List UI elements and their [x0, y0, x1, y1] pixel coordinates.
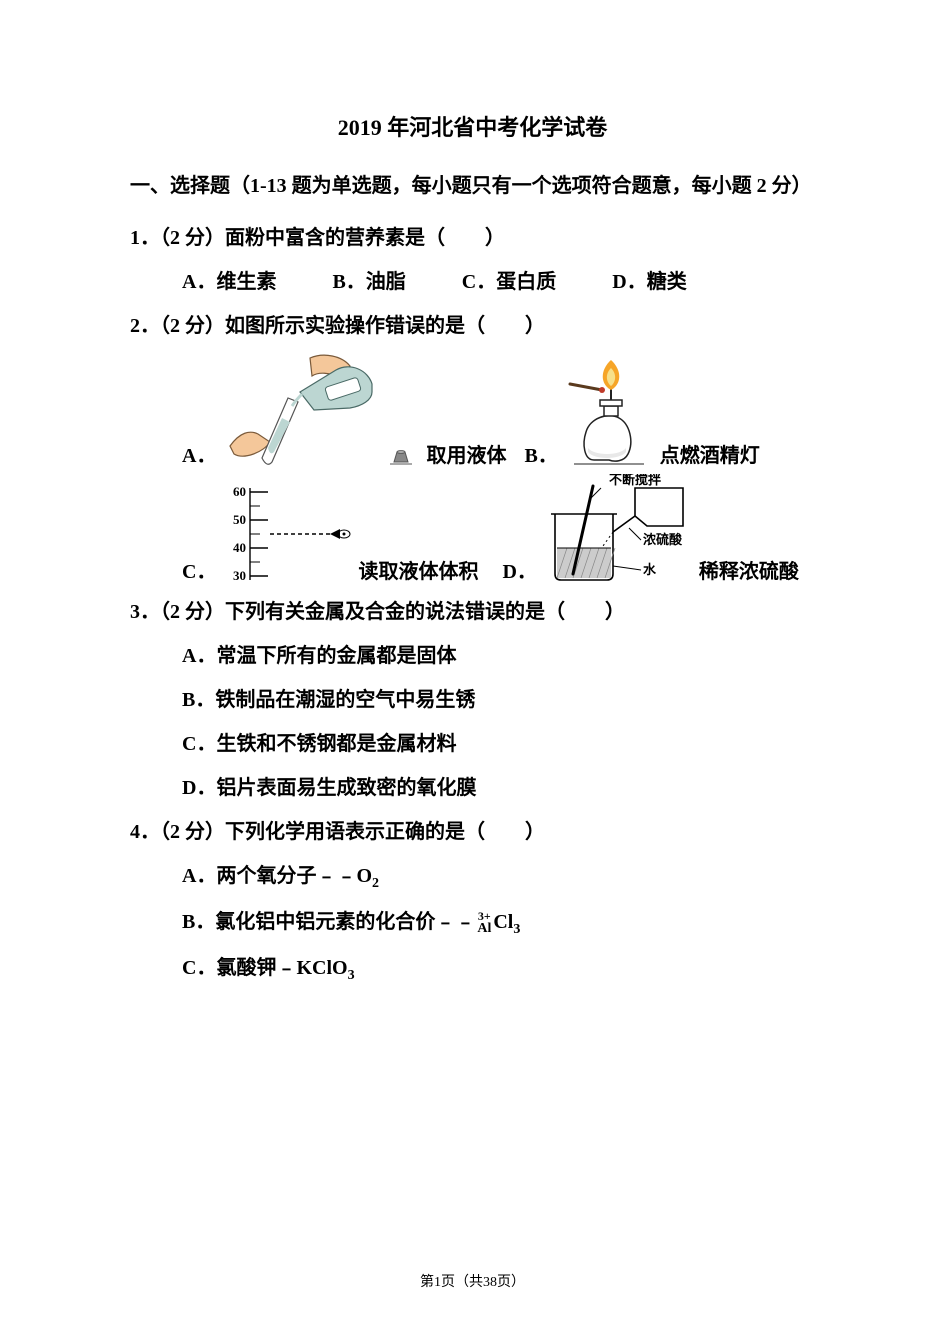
svg-text:浓硫酸: 浓硫酸 [643, 532, 683, 547]
svg-text:水: 水 [643, 562, 657, 577]
q1-options: A．维生素 B．油脂 C．蛋白质 D．糖类 [130, 260, 815, 304]
q2-c-caption: 读取液体体积 [358, 555, 478, 584]
q4-number: 4． [130, 821, 160, 843]
q4-b-post: Cl [493, 911, 513, 933]
q3-option-d: D．铝片表面易生成致密的氧化膜 [182, 766, 815, 810]
q4-option-a: A．两个氧分子﹣﹣O2 [182, 854, 815, 900]
q2-row-ab: A． 取用液体 B． 点燃酒精灯 [182, 348, 815, 468]
q1-number: 1． [130, 227, 160, 249]
q2-b-caption: 点燃酒精灯 [660, 439, 760, 468]
q1-option-c: C．蛋白质 [462, 260, 556, 304]
q2-c-letter: C． [182, 555, 216, 584]
q2-number: 2． [130, 315, 160, 337]
q2-a-letter: A． [182, 439, 216, 468]
q3-option-a: A．常温下所有的金属都是固体 [182, 634, 815, 678]
svg-text:40: 40 [233, 540, 246, 555]
q4-option-b: B．氯化铝中铝元素的化合价﹣﹣3+AlCl3 [182, 900, 815, 946]
q2-d-letter: D． [502, 555, 536, 584]
q3-number: 3． [130, 601, 160, 623]
question-2: 2．（2 分）如图所示实验操作错误的是（ ） [130, 304, 815, 348]
q3-stem: 下列有关金属及合金的说法错误的是（ ） [225, 601, 625, 623]
svg-text:不断搅拌: 不断搅拌 [609, 474, 661, 487]
q3-points: （2 分） [160, 601, 225, 623]
q4-b-over-bot: Al [477, 922, 491, 936]
q4-c-pre: C．氯酸钾﹣KClO [182, 957, 348, 979]
section-heading: 一、选择题（1-13 题为单选题，每小题只有一个选项符合题意，每小题 2 分） [130, 164, 815, 208]
question-3: 3．（2 分）下列有关金属及合金的说法错误的是（ ） [130, 590, 815, 634]
q2-fig-c-cell: C． 60 50 40 30 读取液体体积 D． 不断搅拌浓硫酸水 稀释浓硫酸 [182, 474, 799, 584]
q2-points: （2 分） [160, 315, 225, 337]
q4-option-c: C．氯酸钾﹣KClO3 [182, 946, 815, 992]
q2-a-caption: 取用液体 [426, 439, 506, 468]
q2-fig-b [564, 348, 654, 468]
question-4: 4．（2 分）下列化学用语表示正确的是（ ） [130, 810, 815, 854]
q4-b-sub: 3 [513, 922, 520, 937]
question-1: 1．（2 分）面粉中富含的营养素是（ ） [130, 216, 815, 260]
svg-text:50: 50 [233, 512, 246, 527]
q4-b-pre: B．氯化铝中铝元素的化合价﹣﹣ [182, 911, 475, 933]
q2-d-caption: 稀释浓硫酸 [699, 555, 799, 584]
page-footer: 第1页（共38页） [0, 1271, 945, 1291]
exam-title: 2019 年河北省中考化学试卷 [130, 110, 815, 142]
q4-options: A．两个氧分子﹣﹣O2 B．氯化铝中铝元素的化合价﹣﹣3+AlCl3 C．氯酸钾… [130, 854, 815, 991]
q4-a-sub: 2 [372, 876, 379, 891]
q4-points: （2 分） [160, 821, 225, 843]
q4-c-sub: 3 [348, 968, 355, 983]
q1-option-b: B．油脂 [332, 260, 405, 304]
q2-fig-c: 60 50 40 30 [222, 484, 352, 584]
q4-b-over: 3+Al [477, 910, 491, 936]
q1-stem: 面粉中富含的营养素是（ ） [225, 227, 505, 249]
svg-text:30: 30 [233, 568, 246, 583]
q2-fig-a [222, 348, 382, 468]
q2-fig-a-stopper-icon [388, 446, 414, 466]
q2-figures: A． 取用液体 B． 点燃酒精灯 C． 60 50 40 30 读取液体体积 D． 不… [130, 348, 815, 584]
q2-fig-d: 不断搅拌浓硫酸水 [543, 474, 693, 584]
q2-row-cd: C． 60 50 40 30 读取液体体积 D． 不断搅拌浓硫酸水 稀释浓硫酸 [182, 474, 815, 584]
svg-text:60: 60 [233, 484, 246, 499]
q4-stem: 下列化学用语表示正确的是（ ） [225, 821, 545, 843]
q4-a-pre: A．两个氧分子﹣﹣O [182, 865, 372, 887]
page: 2019 年河北省中考化学试卷 一、选择题（1-13 题为单选题，每小题只有一个… [0, 0, 945, 1337]
q1-points: （2 分） [160, 227, 225, 249]
q2-fig-a-cell: A． 取用液体 B． 点燃酒精灯 [182, 348, 760, 468]
q1-option-d: D．糖类 [612, 260, 686, 304]
q3-option-b: B．铁制品在潮湿的空气中易生锈 [182, 678, 815, 722]
q2-b-letter: B． [524, 439, 557, 468]
q1-option-a: A．维生素 [182, 260, 276, 304]
q3-options: A．常温下所有的金属都是固体 B．铁制品在潮湿的空气中易生锈 C．生铁和不锈钢都… [130, 634, 815, 810]
q2-stem: 如图所示实验操作错误的是（ ） [225, 315, 545, 337]
q3-option-c: C．生铁和不锈钢都是金属材料 [182, 722, 815, 766]
